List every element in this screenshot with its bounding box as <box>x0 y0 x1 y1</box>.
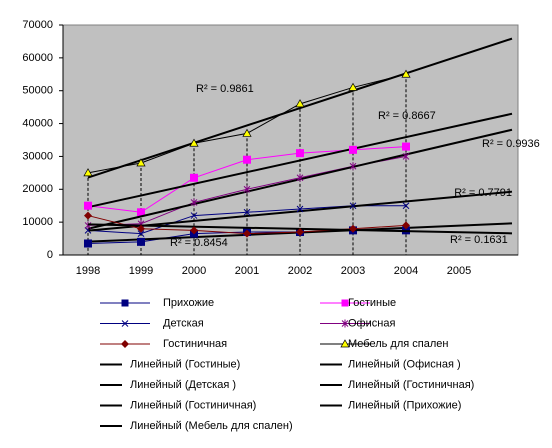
r2-label: R² = 0.7791 <box>454 187 512 199</box>
marker <box>349 224 357 233</box>
legend-marker <box>121 320 129 327</box>
legend-label: Линейный (Мебель для спален) <box>130 420 293 432</box>
legend-label: Детская <box>163 317 204 329</box>
marker <box>84 239 92 248</box>
marker <box>401 69 411 78</box>
r2-label: R² = 0.8667 <box>378 110 436 122</box>
marker <box>190 173 198 182</box>
marker <box>84 201 92 210</box>
legend-label: Линейный (Гостиные) <box>130 358 240 370</box>
x-tick-label: 2001 <box>235 265 259 277</box>
r2-label: R² = 0.8454 <box>170 237 228 249</box>
marker <box>136 158 146 167</box>
marker <box>137 230 145 237</box>
trendline <box>87 190 513 232</box>
marker <box>402 152 410 161</box>
legend-label: Линейный (Гостиничная) <box>130 399 256 411</box>
marker <box>189 138 199 147</box>
marker <box>349 162 357 171</box>
x-tick-label: 2000 <box>182 265 206 277</box>
trendline <box>87 112 513 209</box>
y-tick-label: 30000 <box>22 150 53 162</box>
legend-label: Линейный (Офисная ) <box>348 358 461 370</box>
marker <box>296 173 304 182</box>
legend-marker <box>340 339 350 348</box>
marker <box>402 142 410 151</box>
y-tick-label: 10000 <box>22 216 53 228</box>
x-tick-label: 2004 <box>394 265 418 277</box>
marker <box>83 168 93 177</box>
marker <box>348 82 358 91</box>
marker <box>137 208 145 217</box>
x-tick-label: 2005 <box>447 265 471 277</box>
r2-label: R² = 0.9936 <box>482 138 540 150</box>
marker <box>402 202 410 210</box>
marker <box>243 155 251 164</box>
marker <box>137 224 145 233</box>
marker <box>402 221 410 230</box>
r2-label: R² = 0.9861 <box>196 83 254 95</box>
y-tick-label: 60000 <box>22 52 53 64</box>
y-tick-label: 40000 <box>22 117 53 129</box>
marker <box>349 145 357 154</box>
legend-label: Линейный (Гостиничная) <box>348 379 474 391</box>
legend-marker <box>341 319 349 328</box>
legend-label: Гостиничная <box>163 338 227 350</box>
marker <box>243 229 251 238</box>
marker <box>242 128 252 137</box>
y-tick-label: 20000 <box>22 183 53 195</box>
legend-label: Гостиные <box>348 297 396 309</box>
legend-label: Линейный (Детская ) <box>130 379 236 391</box>
legend-label: Офисная <box>348 317 395 329</box>
marker <box>243 208 251 216</box>
legend-marker <box>341 299 349 307</box>
legend-label: Линейный (Прихожие) <box>348 399 461 411</box>
marker <box>84 211 92 220</box>
marker <box>190 226 198 235</box>
x-tick-label: 2003 <box>341 265 365 277</box>
r2-label: R² = 0.1631 <box>450 234 508 246</box>
y-tick-label: 50000 <box>22 85 53 97</box>
marker <box>296 205 304 213</box>
marker <box>190 212 198 219</box>
marker <box>190 198 198 207</box>
legend-label: Прихожие <box>163 297 214 309</box>
y-tick-label: 70000 <box>22 19 53 31</box>
x-tick-label: 2002 <box>288 265 312 277</box>
marker <box>243 185 251 194</box>
trendline <box>87 37 513 179</box>
x-tick-label: 1998 <box>76 265 100 277</box>
marker <box>349 202 357 210</box>
x-tick-label: 1999 <box>129 265 153 277</box>
legend-label: Мебель для спален <box>348 338 448 350</box>
marker <box>137 237 145 246</box>
legend-marker <box>121 340 129 348</box>
marker <box>296 149 304 158</box>
marker <box>295 99 305 108</box>
y-tick-label: 0 <box>47 249 53 261</box>
legend-marker <box>121 299 129 307</box>
marker <box>296 228 304 236</box>
